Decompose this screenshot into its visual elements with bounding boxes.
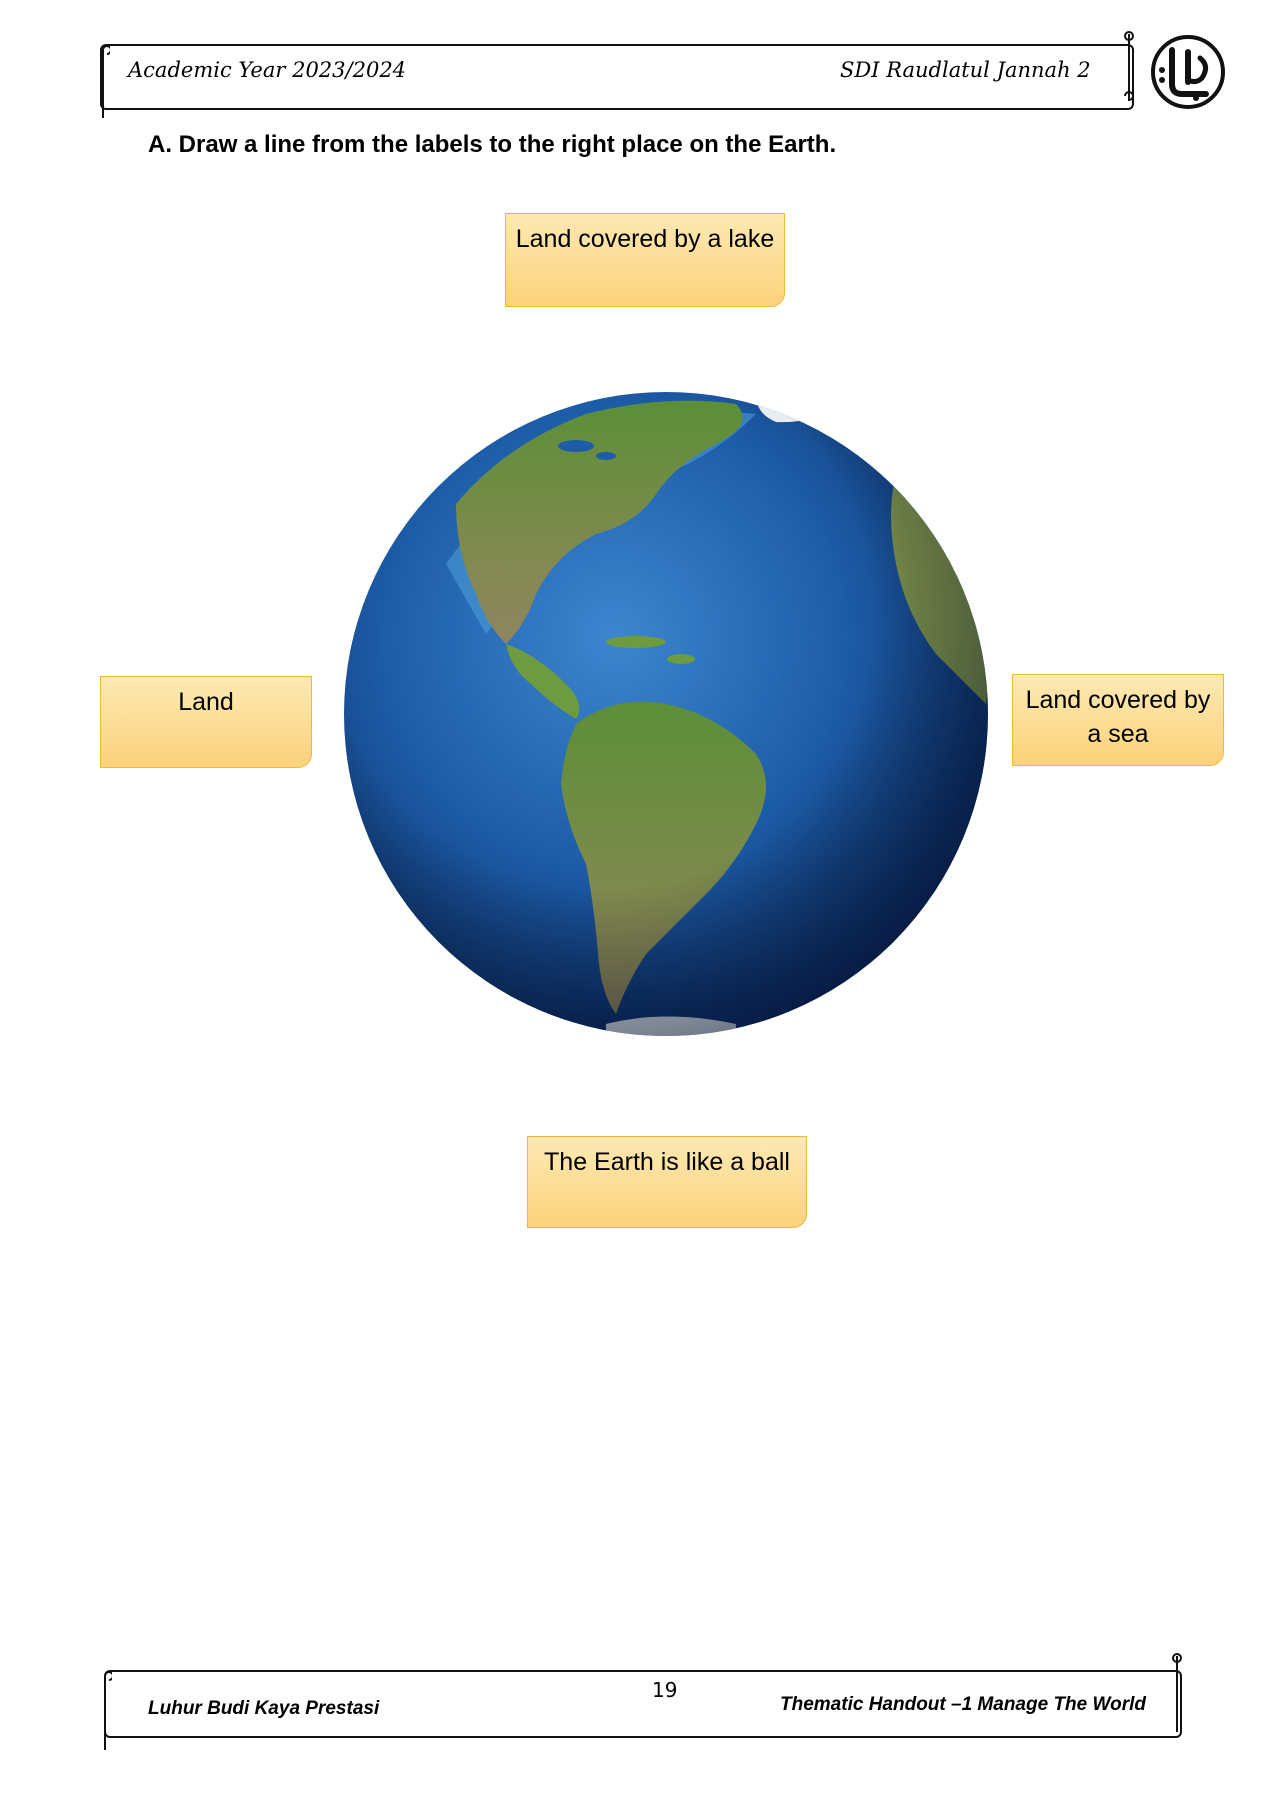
- earth-globe-icon: [344, 392, 988, 1036]
- label-lake: Land covered by a lake: [505, 213, 785, 307]
- label-land: Land: [100, 676, 312, 768]
- label-sea-text: Land covered by a sea: [1025, 686, 1211, 748]
- label-ball: The Earth is like a ball: [527, 1136, 807, 1228]
- label-sea: Land covered by a sea: [1012, 674, 1224, 766]
- label-lake-text: Land covered by a lake: [515, 225, 775, 253]
- scroll-curl-icon: [1172, 1653, 1182, 1732]
- page-number: 19: [652, 1678, 678, 1702]
- instruction-text: A. Draw a line from the labels to the ri…: [148, 131, 837, 158]
- handout-title: Thematic Handout –1 Manage The World: [780, 1694, 1146, 1715]
- header-banner: [100, 44, 1134, 110]
- school-name: SDI Raudlatul Jannah 2: [840, 58, 1091, 82]
- calligraphy-logo-icon: [1151, 35, 1225, 109]
- footer-banner: [104, 1670, 1182, 1738]
- scroll-curl-icon: [102, 45, 110, 118]
- label-land-text: Land: [178, 688, 234, 716]
- academic-year: Academic Year 2023/2024: [128, 58, 407, 82]
- footer-motto: Luhur Budi Kaya Prestasi: [148, 1698, 380, 1719]
- label-ball-text: The Earth is like a ball: [544, 1148, 790, 1176]
- scroll-curl-icon: [1124, 31, 1134, 102]
- scroll-curl-icon: [104, 1671, 112, 1750]
